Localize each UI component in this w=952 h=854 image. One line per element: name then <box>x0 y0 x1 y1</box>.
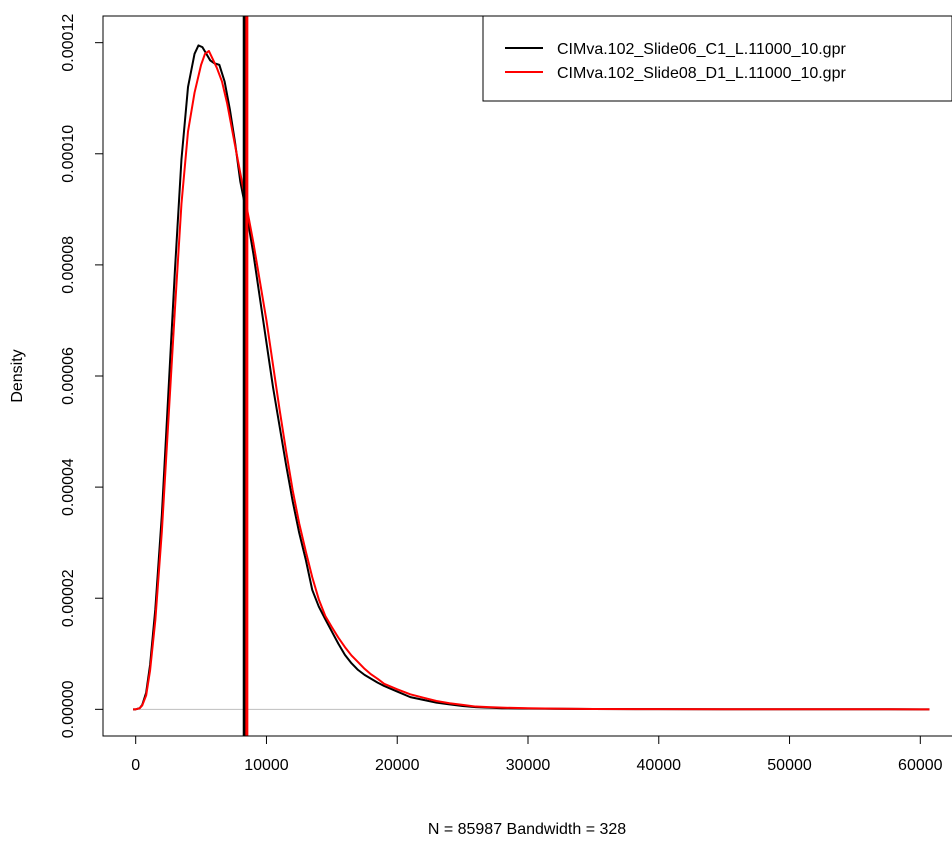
x-tick-label: 50000 <box>767 757 812 774</box>
x-tick-label: 20000 <box>375 757 420 774</box>
series-layer <box>133 44 930 711</box>
y-tick-label: 0.00002 <box>60 569 77 627</box>
y-tick-label: 0.00010 <box>60 125 77 183</box>
x-axis-title: N = 85987 Bandwidth = 328 <box>428 821 626 838</box>
legend-box <box>482 15 952 102</box>
legend-label-series-1: CIMva.102_Slide06_C1_L.11000_10.gpr <box>557 41 846 58</box>
legend-label-series-2: CIMva.102_Slide08_D1_L.11000_10.gpr <box>557 65 846 82</box>
x-tick-label: 60000 <box>898 757 943 774</box>
median-line-layer <box>242 16 249 736</box>
y-tick-label: 0.00012 <box>60 14 77 72</box>
y-tick-label: 0.00000 <box>60 680 77 738</box>
y-tick-label: 0.00004 <box>60 458 77 516</box>
density-curve-series-2 <box>133 50 930 711</box>
y-tick-label: 0.00008 <box>60 236 77 294</box>
x-tick-label: 10000 <box>244 757 289 774</box>
legend: CIMva.102_Slide06_C1_L.11000_10.gpr CIMv… <box>482 15 952 102</box>
y-axis-title: Density <box>9 349 26 402</box>
y-axis: 0.00000 0.00002 0.00004 0.00006 0.00008 0.000… <box>60 14 104 738</box>
x-tick-label: 40000 <box>637 757 682 774</box>
x-tick-label: 30000 <box>506 757 551 774</box>
y-tick-label: 0.00006 <box>60 347 77 405</box>
x-tick-label: 0 <box>131 757 140 774</box>
x-axis: 0 10000 20000 30000 40000 50000 60000 <box>131 735 943 774</box>
